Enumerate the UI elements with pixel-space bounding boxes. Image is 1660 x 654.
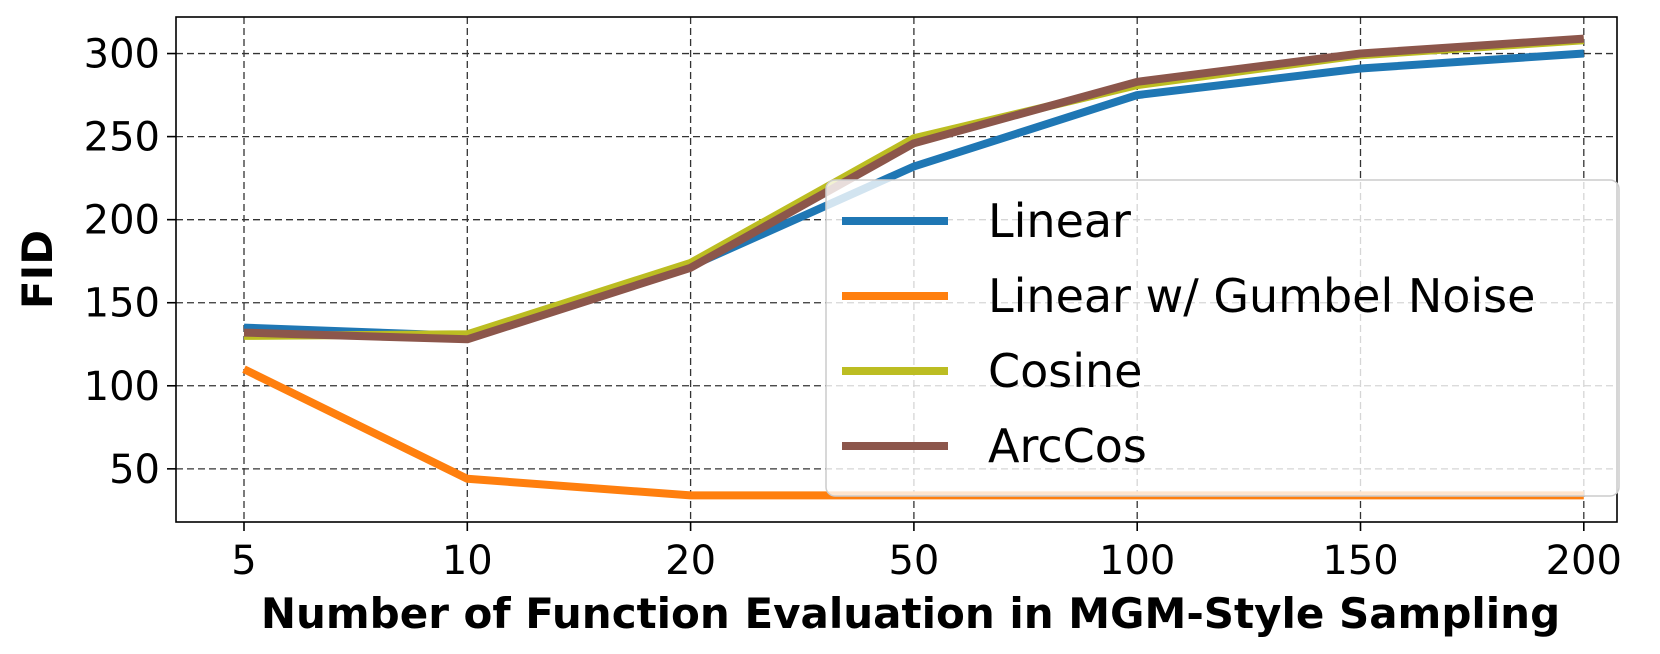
series-line-arccos <box>243 34 1585 344</box>
x-tick-label: 20 <box>665 538 716 584</box>
x-tick-label: 150 <box>1322 538 1398 584</box>
legend-label-arccos: ArcCos <box>988 419 1147 473</box>
x-axis-title: Number of Function Evaluation in MGM-Sty… <box>261 589 1560 638</box>
y-tick-label: 250 <box>84 115 160 161</box>
legend: Linear Linear w/ Gumbel Noise Cosine ArcCos <box>825 179 1620 497</box>
x-tick-labels: 5 10 20 50 100 150 200 <box>231 522 1622 584</box>
y-tick-labels: 50 100 150 200 250 300 <box>84 32 176 493</box>
y-tick-label: 150 <box>84 281 160 327</box>
legend-box <box>825 179 1620 497</box>
legend-label-cosine: Cosine <box>988 344 1142 398</box>
x-tick-label: 200 <box>1546 538 1622 584</box>
legend-label-linear: Linear <box>988 194 1131 248</box>
y-tick-label: 100 <box>84 364 160 410</box>
x-tick-label: 10 <box>442 538 493 584</box>
y-axis-title: FID <box>13 230 62 309</box>
y-tick-label: 200 <box>84 198 160 244</box>
x-tick-label: 5 <box>231 538 256 584</box>
y-tick-label: 300 <box>84 32 160 78</box>
y-tick-label: 50 <box>109 447 160 493</box>
x-tick-label: 50 <box>888 538 939 584</box>
legend-label-linear-w-gumbel-noise: Linear w/ Gumbel Noise <box>988 269 1535 323</box>
x-tick-label: 100 <box>1099 538 1175 584</box>
